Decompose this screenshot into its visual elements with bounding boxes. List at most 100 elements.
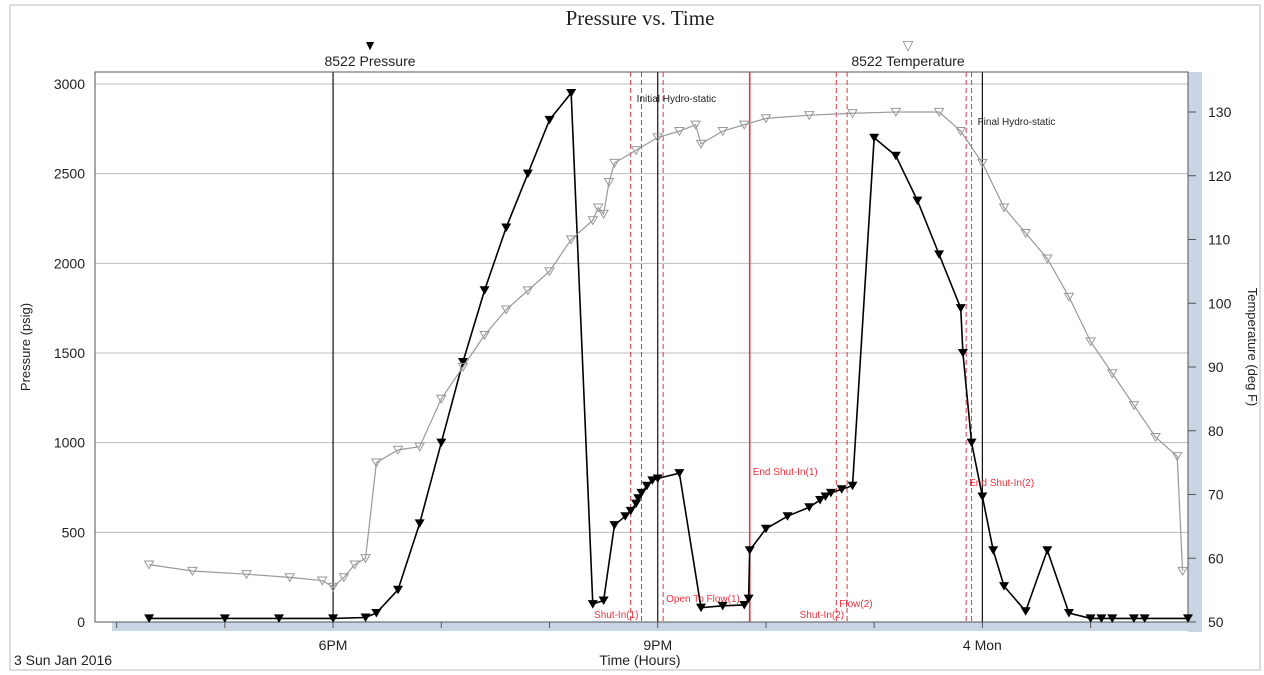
x-axis-label: Time (Hours): [599, 652, 680, 668]
date-label: 3 Sun Jan 2016: [14, 652, 112, 668]
y-tick-left-label: 2500: [54, 166, 85, 182]
event-marker-label: Open To Flow(1): [666, 594, 740, 605]
temperature-point: [609, 158, 620, 169]
temperature-point: [977, 158, 988, 169]
x-tick-label: 4 Mon: [963, 637, 1002, 653]
temperature-point: [674, 127, 685, 137]
pressure-point: [1042, 546, 1053, 555]
temperature-point: [760, 114, 772, 124]
temperature-point: [316, 576, 328, 586]
event-marker-label: Final Hydro-static: [978, 117, 1056, 128]
pressure-point: [869, 133, 880, 143]
pressure-point: [328, 614, 339, 623]
temperature-point: [349, 560, 361, 570]
event-marker-label: End Shut-In(2): [969, 478, 1034, 489]
pressure-point: [804, 503, 815, 512]
temperature-point: [457, 362, 469, 373]
temperature-point: [1171, 452, 1183, 462]
temperature-point: [598, 209, 609, 220]
y-tick-right-label: 100: [1208, 295, 1232, 311]
temperature-point: [360, 554, 371, 564]
legend-temperature-label: 8522 Temperature: [851, 53, 965, 69]
pressure-point: [641, 481, 652, 491]
temperature-point: [544, 267, 555, 277]
temperature-point: [933, 107, 945, 118]
pressure-point: [836, 485, 847, 494]
pressure-point: [1107, 614, 1118, 623]
temperature-point: [1106, 369, 1118, 379]
pressure-point: [609, 521, 620, 530]
temperature-point: [1128, 401, 1140, 411]
x-tick-label: 9PM: [643, 637, 672, 653]
pressure-point: [144, 614, 155, 623]
pressure-point: [955, 304, 966, 313]
pressure-point: [636, 488, 647, 498]
event-marker-label: Shut-In(1): [594, 610, 638, 621]
pressure-point: [966, 438, 977, 448]
y-tick-right-label: 130: [1208, 104, 1232, 120]
pressure-point: [739, 600, 750, 610]
pressure-point: [988, 546, 999, 555]
y-tick-right-label: 90: [1208, 359, 1224, 375]
pressure-point: [360, 613, 371, 623]
pressure-point: [457, 357, 468, 367]
pressure-point: [587, 600, 598, 609]
temperature-point: [1020, 229, 1032, 239]
pressure-point: [620, 512, 631, 521]
pressure-point: [696, 603, 707, 613]
temperature-point: [1150, 433, 1161, 443]
pressure-point: [760, 524, 771, 534]
y-tick-right-label: 80: [1208, 423, 1224, 439]
y-tick-left-label: 1500: [54, 345, 85, 361]
y-tick-right-label: 50: [1208, 614, 1224, 630]
pressure-point: [1063, 609, 1074, 618]
pressure-point: [501, 223, 512, 232]
pressure-point: [633, 494, 644, 503]
temperature-point: [1041, 254, 1053, 264]
pressure-point: [652, 474, 663, 484]
y-tick-left-label: 500: [62, 524, 86, 540]
temperature-point: [338, 573, 350, 583]
temperature-series: [143, 107, 1188, 592]
pressure-point: [544, 115, 555, 125]
temperature-point: [522, 286, 534, 296]
pressure-point: [647, 476, 658, 485]
temperature-point: [717, 127, 729, 137]
y-tick-right-label: 60: [1208, 550, 1224, 566]
temperature-point: [241, 570, 252, 580]
pressure-point: [934, 250, 945, 259]
y-tick-left-label: 1000: [54, 435, 85, 451]
temperature-point: [370, 458, 382, 468]
right-axis-band: [1188, 72, 1202, 632]
temperature-point: [327, 582, 339, 592]
pressure-point: [273, 614, 284, 623]
legend-temperature: ▽ 8522 Temperature: [851, 37, 965, 69]
temperature-point: [143, 560, 155, 570]
chart-title: Pressure vs. Time: [566, 6, 715, 30]
pressure-point: [1020, 607, 1031, 616]
legend-pressure-label: 8522 Pressure: [324, 53, 415, 69]
pressure-point: [1085, 614, 1096, 623]
temperature-point: [890, 107, 902, 118]
pressure-line: [149, 90, 1188, 620]
x-tick-label: 6PM: [319, 637, 348, 653]
temperature-point: [998, 203, 1010, 213]
temperature-point: [479, 331, 490, 341]
temperature-point: [565, 235, 577, 245]
temperature-point: [955, 127, 967, 137]
y-axis-left-label: Pressure (psig): [18, 303, 33, 391]
pressure-point: [414, 519, 425, 528]
pressure-point: [1128, 614, 1139, 623]
temperature-point: [592, 203, 604, 213]
temperature-point: [414, 442, 426, 452]
pressure-point: [479, 286, 490, 295]
pressure-point: [371, 609, 382, 618]
temperature-point: [500, 305, 512, 315]
pressure-point: [566, 88, 577, 98]
bottom-axis-band: [112, 622, 1202, 631]
temperature-point: [435, 394, 447, 404]
outer-frame: [9, 4, 1261, 671]
y-tick-right-label: 110: [1208, 232, 1231, 248]
legend-pressure-symbol: ▼: [363, 37, 377, 53]
